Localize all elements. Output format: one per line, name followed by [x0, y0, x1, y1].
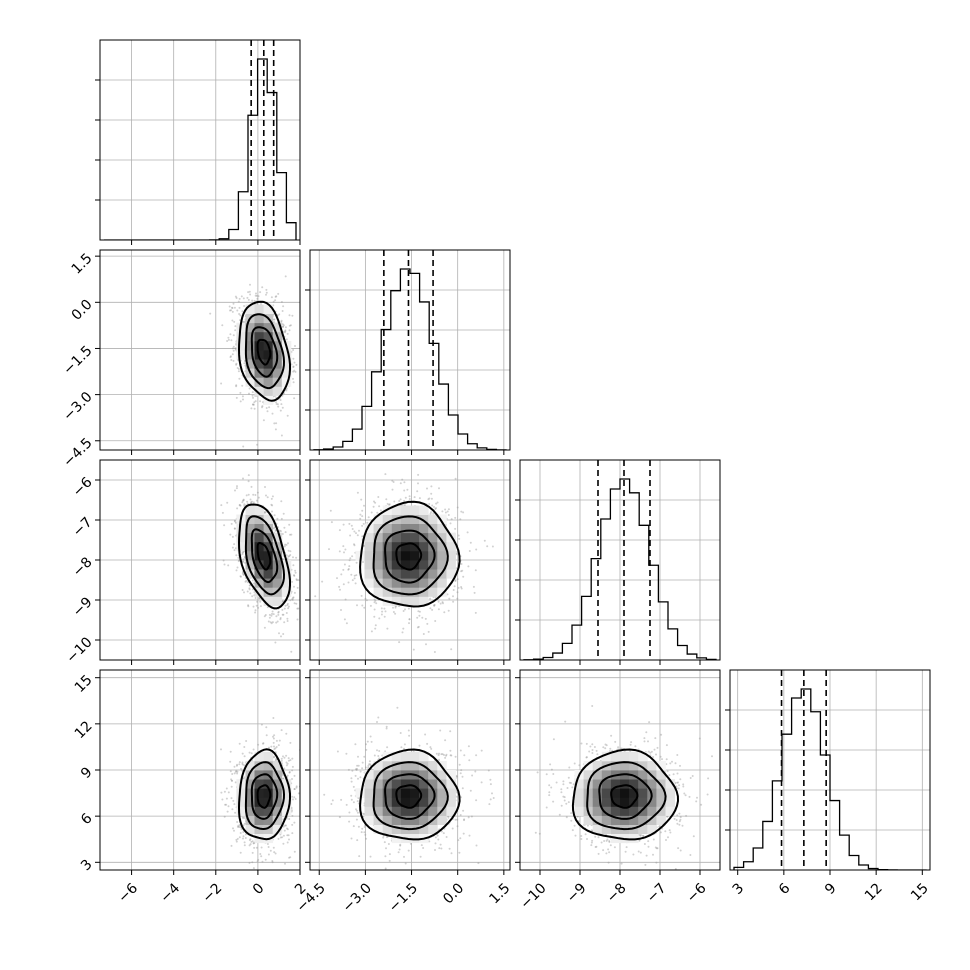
ytick-label: −10: [63, 634, 95, 666]
panel-frame: [519, 669, 721, 871]
ytick-label: 9: [78, 764, 96, 782]
ytick-label: 12: [72, 718, 96, 742]
contour-1: [384, 529, 436, 584]
contour-0: [256, 784, 272, 809]
ytick-label: 3: [78, 857, 96, 875]
xtick-label: 3: [730, 880, 748, 898]
panel-frame: [309, 249, 511, 451]
panel-1-0: −4.5 −3.0 −1.5 0.0 1.5: [60, 249, 301, 470]
panel-2-2: [515, 459, 721, 665]
xtick-label: 12: [862, 880, 886, 904]
panel-1-1: [305, 249, 511, 455]
contour-2: [372, 515, 449, 596]
ytick-label: −9: [70, 594, 96, 620]
contour-3: [359, 748, 461, 841]
contour-1: [598, 773, 653, 820]
ytick-label: 15: [72, 672, 96, 696]
panel-frame: [99, 459, 301, 661]
xtick-label: −2: [199, 880, 225, 906]
histogram-2: [523, 478, 717, 660]
xtick-label: 6: [776, 880, 794, 898]
xtick-label: −8: [604, 880, 630, 906]
ytick-label: −4.5: [60, 435, 95, 470]
contour-0: [256, 542, 272, 571]
panel-frame: [99, 39, 301, 241]
contour-1: [250, 773, 279, 820]
panel-frame: [309, 459, 511, 661]
density-map: [574, 751, 675, 844]
panel-frame: [729, 669, 931, 871]
xtick-label: −3.0: [340, 880, 375, 915]
contour-3: [237, 300, 291, 402]
xtick-label: −10: [517, 880, 549, 912]
contour-3: [359, 500, 461, 608]
panel-frame: [99, 669, 301, 871]
histogram-0: [104, 58, 297, 240]
panel-3-3: 3 6 9 12 15: [725, 669, 932, 904]
xtick-label: −1.5: [386, 880, 421, 915]
contour-0: [395, 542, 423, 571]
xtick-label: 1.5: [486, 880, 513, 907]
ytick-label: −6: [70, 474, 96, 500]
contour-2: [244, 761, 286, 831]
contour-2: [372, 761, 449, 831]
contour-3: [237, 748, 291, 841]
contour-0: [395, 784, 423, 809]
contour-1: [384, 773, 436, 820]
ytick-label: 0.0: [69, 297, 96, 324]
ytick-label: −7: [70, 514, 96, 540]
panel-2-1: [305, 459, 511, 665]
ytick-label: −1.5: [60, 343, 95, 378]
ytick-label: −8: [70, 554, 96, 580]
panel-frame: [309, 669, 511, 871]
xtick-label: −7: [644, 880, 670, 906]
xtick-label: −9: [564, 880, 590, 906]
contour-2: [244, 313, 286, 390]
panel-3-1: −4.5 −3.0 −1.5 0.0 1.5: [293, 669, 513, 916]
contour-0: [610, 784, 639, 809]
ytick-label: 6: [78, 810, 96, 828]
xtick-label: −4: [157, 880, 183, 906]
contour-2: [586, 761, 667, 831]
contour-3: [237, 503, 291, 610]
panel-3-2: −10 −9 −8 −7 −6: [515, 669, 721, 913]
xtick-label: −6: [684, 880, 710, 906]
panel-2-0: −10 −9 −8 −7 −6: [63, 459, 301, 667]
contour-1: [250, 326, 279, 378]
histogram-1: [313, 268, 507, 450]
xtick-label: 0.0: [440, 880, 467, 907]
panel-0-0: [95, 39, 301, 245]
contour-0: [256, 338, 272, 366]
panel-frame: [99, 249, 301, 451]
xtick-label: 9: [822, 880, 840, 898]
contour-1: [250, 528, 279, 584]
panel-frame: [519, 459, 721, 661]
xtick-label: −6: [115, 880, 141, 906]
contour-2: [244, 515, 286, 596]
xtick-label: 15: [908, 880, 932, 904]
contour-3: [571, 748, 680, 841]
ytick-label: −3.0: [60, 389, 95, 424]
xtick-label: 0: [250, 880, 268, 898]
ytick-label: 1.5: [69, 250, 96, 277]
